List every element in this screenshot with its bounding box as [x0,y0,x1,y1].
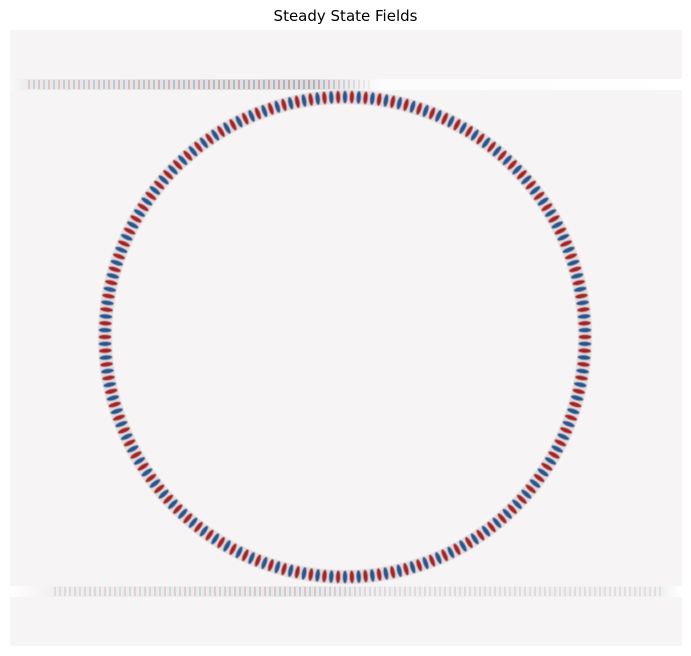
plot-background [10,30,682,646]
bottom-bus-waveguide [10,586,682,597]
top-bus-waveguide [10,79,682,90]
figure-title: Steady State Fields [273,7,418,25]
field-plot [10,30,682,646]
ring-resonator [98,90,592,584]
